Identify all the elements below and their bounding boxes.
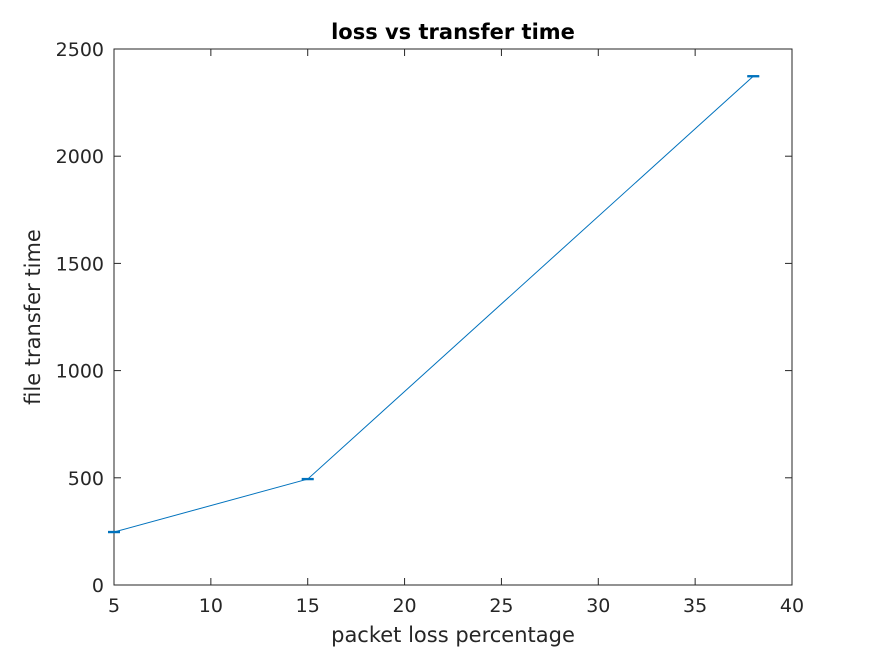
x-tick-label: 25 <box>489 595 513 617</box>
y-tick-label: 500 <box>68 468 104 490</box>
y-tick-label: 0 <box>92 575 104 597</box>
y-axis-label: file transfer time <box>21 229 45 405</box>
x-tick-label: 10 <box>199 595 223 617</box>
y-tick-label: 2500 <box>56 39 104 61</box>
x-tick-label: 40 <box>780 595 804 617</box>
tick-labels: 5 10 15 20 25 30 35 40 0 500 1000 1500 2000 2500 <box>56 39 804 617</box>
x-axis-label: packet loss percentage <box>331 623 575 647</box>
x-tick-label: 5 <box>108 595 120 617</box>
y-tick-label: 2000 <box>56 146 104 168</box>
x-tick-label: 35 <box>683 595 707 617</box>
x-tick-label: 20 <box>392 595 416 617</box>
x-tick-label: 15 <box>296 595 320 617</box>
x-tick-label: 30 <box>586 595 610 617</box>
error-bar <box>108 530 120 534</box>
axis-ticks <box>113 48 793 586</box>
chart-title: loss vs transfer time <box>331 20 575 44</box>
y-tick-label: 1000 <box>56 361 104 383</box>
plot-area <box>113 48 793 586</box>
y-tick-label: 1500 <box>56 253 104 275</box>
data-series <box>108 75 760 534</box>
error-bar <box>747 75 760 78</box>
error-bar <box>301 477 314 481</box>
